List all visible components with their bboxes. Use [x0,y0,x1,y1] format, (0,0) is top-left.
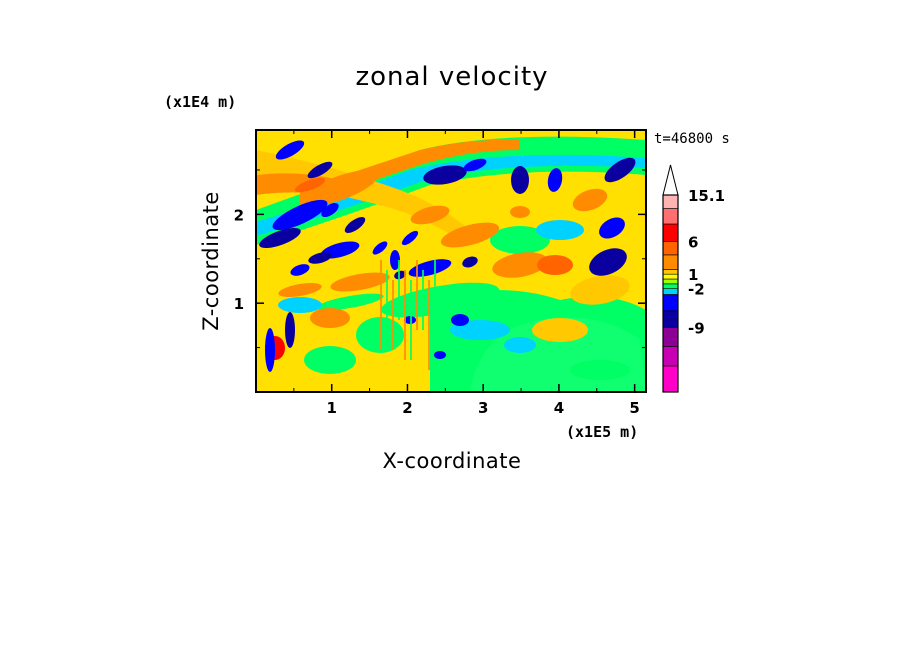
colorbar-band [662,288,679,295]
field-blob [572,188,608,212]
colorbar-band [662,254,679,270]
field-blob [490,226,550,254]
field-blob [423,165,467,185]
y-tick-label: 2 [234,206,244,224]
time-label: t=46800 s [654,131,730,147]
field-blob [408,259,452,277]
field-streak [422,270,424,330]
field-blob [510,206,530,218]
field-blob [321,202,339,218]
x-tick-label: 1 [327,399,337,417]
field-blob [308,252,332,264]
field-blob [410,205,450,225]
field-blob [604,157,636,183]
field-blob [532,318,588,342]
field-streak [380,260,382,350]
field-blob [401,230,419,246]
y-axis-unit: (x1E4 m) [164,93,236,111]
colorbar-label: 6 [688,233,698,251]
colorbar-band [662,208,679,225]
colorbar-label: -2 [688,281,705,299]
colorbar-band [662,294,679,312]
field-streak [398,260,400,320]
y-axis-label: Z-coordinate [199,191,223,331]
field-blob [589,248,627,276]
colorbar-label: 1 [688,266,698,284]
field-blob [307,161,333,179]
colorbar-band [662,194,679,209]
field-streak [392,280,394,350]
field-blob [511,166,529,194]
field-blob [278,282,322,298]
colorbar-band [662,365,679,393]
field-streak [410,280,412,360]
x-tick-label: 4 [554,399,564,417]
x-axis-unit: (x1E5 m) [566,423,638,441]
field-blob [290,264,310,276]
field-blob [492,252,548,278]
colorbar-band [662,278,679,285]
field-blob [330,272,390,292]
colorbar-label: -9 [688,319,705,337]
field-blob [259,228,301,248]
field-streak [386,270,388,350]
field-blob [451,314,469,326]
colorbar-band [662,346,679,367]
field-blob [278,297,322,313]
field-blob [344,216,366,234]
field-blob [310,308,350,328]
y-tick-label: 1 [234,295,244,313]
colorbar-band [662,326,679,347]
field-blob [547,168,563,192]
colorbar-label: 15.1 [688,187,725,205]
y-axis-ticks: 12 [234,169,646,349]
field-blob [294,177,326,193]
field-streak [404,270,406,360]
field-region [300,139,520,205]
field-blob [570,275,630,305]
x-tick-label: 5 [629,399,639,417]
field-blob [570,360,630,380]
velocity-field [256,136,646,392]
field-blob [504,337,536,353]
colorbar-band [662,269,679,275]
x-tick-label: 2 [402,399,412,417]
field-blob [372,241,388,255]
field-blob [463,158,487,172]
field-blob [390,250,400,270]
x-tick-label: 3 [478,399,488,417]
colorbar-band [662,310,679,328]
field-blob [536,220,584,240]
colorbar-band [662,241,679,256]
field-blob [275,140,305,160]
x-axis-label: X-coordinate [383,449,522,473]
field-blob [440,222,500,248]
field-blob [462,256,478,268]
field-blob [272,199,328,231]
chart-title: zonal velocity [355,62,548,92]
field-blob [450,320,510,340]
colorbar-band [662,223,679,242]
plot-frame [255,129,647,393]
field-blob [302,170,378,206]
colorbar-frame [662,194,679,393]
colorbar-band [662,283,679,289]
field-streak [434,260,436,340]
field-blob [434,351,446,359]
field-streak [428,280,430,370]
field-blob [537,255,573,275]
x-axis-ticks: 1 2 3 4 5 [293,130,640,417]
field-blob [285,312,295,348]
field-streak [416,260,418,330]
field-blob [304,346,356,374]
colorbar-extend-arrow [662,164,679,196]
field-blob [316,293,384,311]
colorbar-band [662,273,679,280]
colorbar: 15.1 6 1-2 -9 [662,164,725,393]
field-blob [599,217,625,239]
field-blob [265,328,275,372]
